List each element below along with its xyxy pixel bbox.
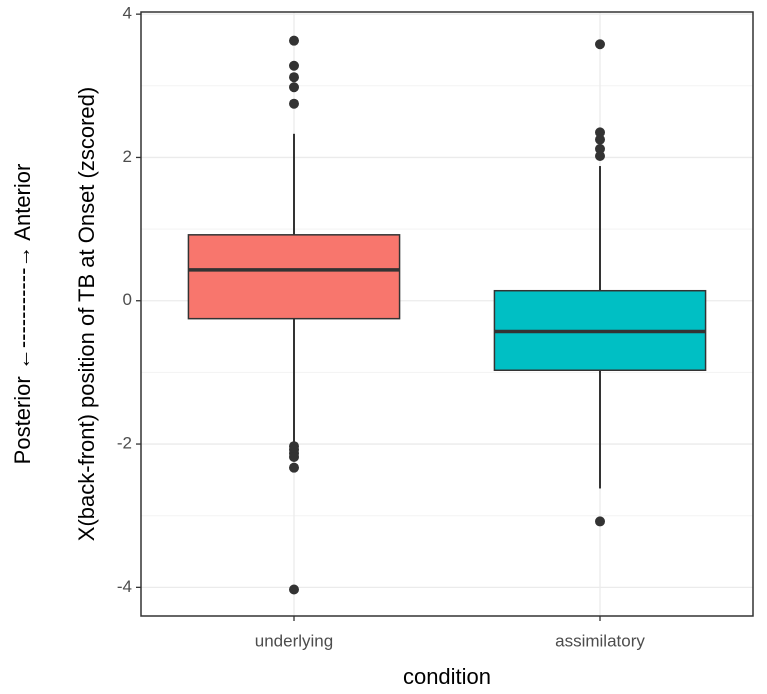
y-tick-label: 0 (123, 290, 132, 309)
outlier (595, 39, 605, 50)
x-tick-label: underlying (255, 631, 333, 650)
y-tick-label: -4 (117, 577, 132, 596)
outlier (289, 462, 299, 473)
outlier (289, 451, 299, 462)
outlier (289, 60, 299, 71)
panel-border (140, 11, 754, 617)
outlier (595, 151, 605, 162)
y-axis-title: X(back-front) position of TB at Onset (z… (74, 87, 99, 541)
outlier (595, 127, 605, 138)
outlier (595, 134, 605, 145)
outlier (595, 143, 605, 154)
outlier (289, 35, 299, 46)
box (187, 234, 401, 320)
outlier (289, 98, 299, 109)
outlier (289, 584, 299, 595)
outlier (289, 82, 299, 93)
outlier (595, 516, 605, 527)
y-tick-label: -2 (117, 434, 132, 453)
direction-annotation: Posterior ←-----------→ Anterior (10, 164, 35, 465)
x-axis-title: condition (403, 664, 491, 689)
y-tick-label: 2 (123, 147, 132, 166)
outlier (289, 72, 299, 83)
y-tick-label: 4 (123, 4, 132, 23)
x-tick-label: assimilatory (555, 631, 645, 650)
